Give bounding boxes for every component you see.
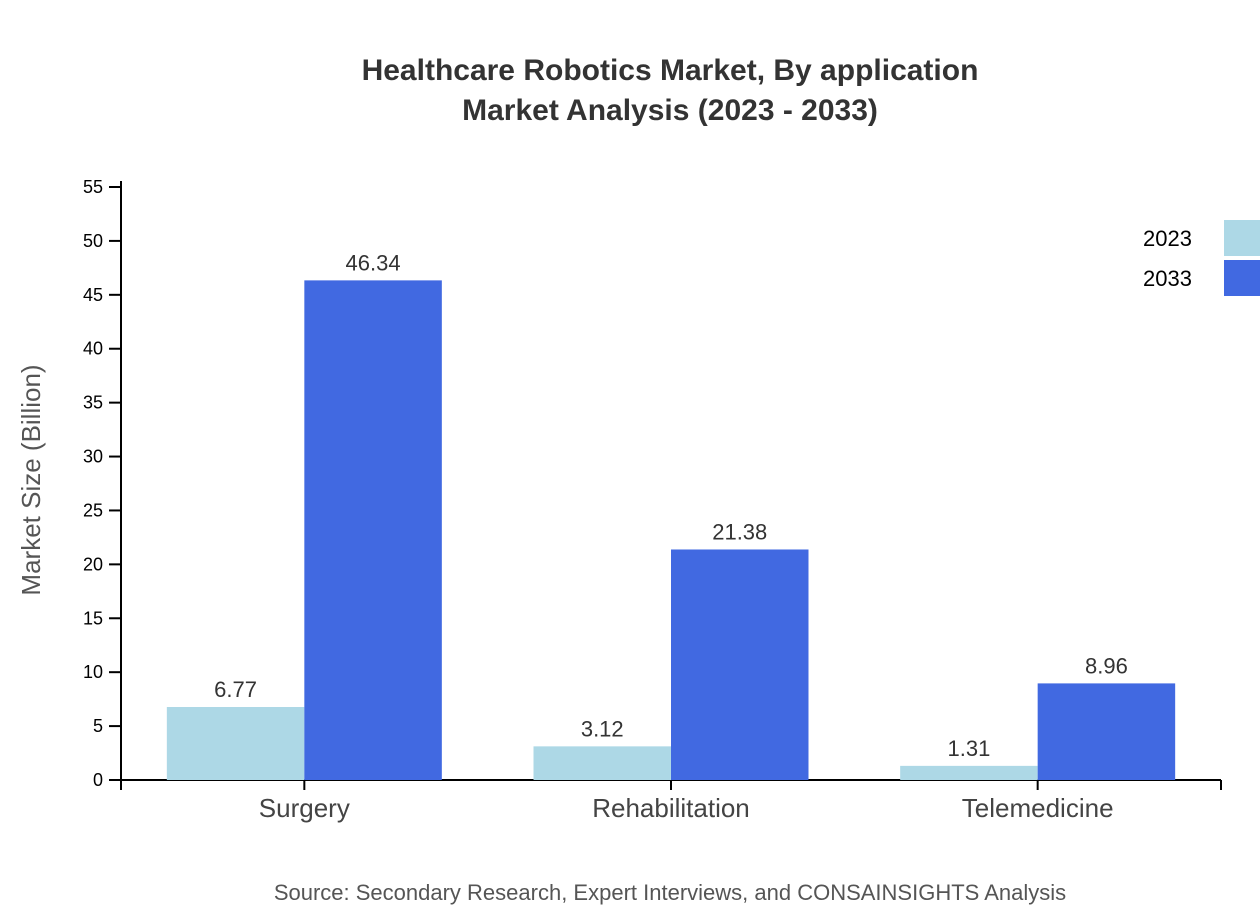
source-note: Source: Secondary Research, Expert Inter… xyxy=(274,880,1066,905)
legend-label-2033: 2033 xyxy=(1143,266,1192,291)
data-label: 6.77 xyxy=(214,677,257,702)
y-axis-label: Market Size (Billion) xyxy=(16,364,46,595)
y-tick-label: 15 xyxy=(83,608,103,628)
y-tick-label: 25 xyxy=(83,500,103,520)
data-label: 46.34 xyxy=(346,250,401,275)
y-tick-label: 20 xyxy=(83,554,103,574)
data-label: 1.31 xyxy=(948,736,991,761)
bars: 6.77 46.34 3.12 21.38 1.31 8.96 xyxy=(166,250,1176,780)
legend-swatch-2033 xyxy=(1224,260,1260,296)
y-tick-label: 0 xyxy=(93,770,103,790)
y-tick-label: 35 xyxy=(83,393,103,413)
data-label: 8.96 xyxy=(1085,653,1128,678)
y-tick-label: 40 xyxy=(83,339,103,359)
bar-2023-rehabilitation xyxy=(533,746,671,780)
chart-title: Healthcare Robotics Market, By applicati… xyxy=(362,54,979,87)
axes: 0 5 10 15 20 25 30 35 40 45 50 55 Surgery Rehabilitat… xyxy=(83,177,1222,823)
bar-2033-rehabilitation xyxy=(671,549,809,780)
bar-2023-surgery xyxy=(166,707,305,780)
data-label: 21.38 xyxy=(712,519,767,544)
x-tick-label: Rehabilitation xyxy=(592,793,750,823)
bar-2033-telemedicine xyxy=(1037,683,1176,780)
legend-swatch-2023 xyxy=(1224,220,1260,256)
bar-2033-surgery xyxy=(304,280,442,780)
y-tick-label: 10 xyxy=(83,662,103,682)
y-tick-label: 50 xyxy=(83,231,103,251)
data-label: 3.12 xyxy=(581,716,624,741)
chart-subtitle: Market Analysis (2023 - 2033) xyxy=(462,94,878,127)
legend-label-2023: 2023 xyxy=(1143,226,1192,251)
y-tick-label: 55 xyxy=(83,177,103,197)
legend: 2023 2033 xyxy=(1143,220,1260,296)
y-tick-label: 45 xyxy=(83,285,103,305)
x-tick-label: Telemedicine xyxy=(962,793,1114,823)
x-tick-label: Surgery xyxy=(259,793,350,823)
y-tick-label: 5 xyxy=(93,716,103,736)
y-tick-label: 30 xyxy=(83,447,103,467)
bar-2023-telemedicine xyxy=(900,765,1038,780)
